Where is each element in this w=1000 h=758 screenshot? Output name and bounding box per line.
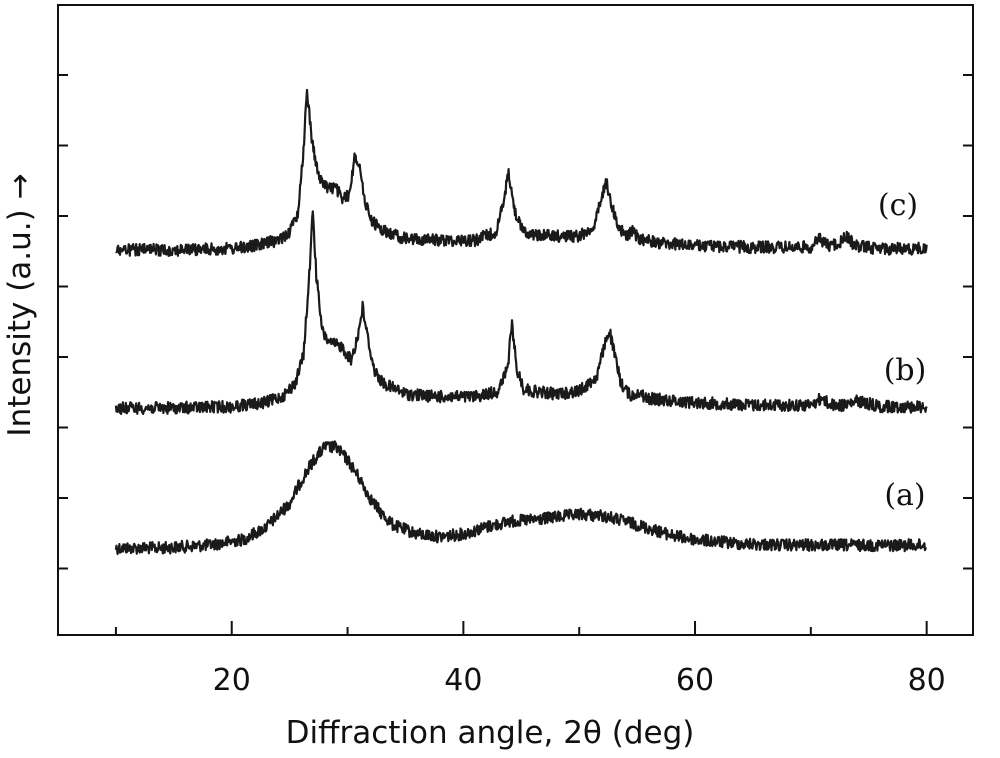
series-line-2	[114, 210, 928, 415]
series-line-3	[115, 88, 928, 257]
series-group	[114, 88, 928, 556]
x-axis-tick-labels: 20 40 60 80	[213, 663, 946, 698]
x-tick-label: 80	[908, 663, 946, 698]
y-axis-label: Intensity (a.u.) →	[2, 173, 38, 436]
x-tick-label: 60	[676, 663, 714, 698]
y-axis-ticks	[58, 74, 973, 570]
series-line-1	[114, 440, 928, 556]
series-label-3: (c)	[878, 188, 918, 223]
plot-frame	[57, 4, 974, 636]
x-axis-label: Diffraction angle, 2θ (deg)	[286, 715, 695, 751]
series-label-2: (b)	[884, 353, 927, 388]
x-tick-label: 40	[444, 663, 482, 698]
x-tick-label: 20	[213, 663, 251, 698]
series-label-1: (a)	[884, 478, 925, 513]
series-labels: (a) (b) (c)	[878, 188, 926, 513]
x-axis-ticks	[114, 621, 928, 635]
